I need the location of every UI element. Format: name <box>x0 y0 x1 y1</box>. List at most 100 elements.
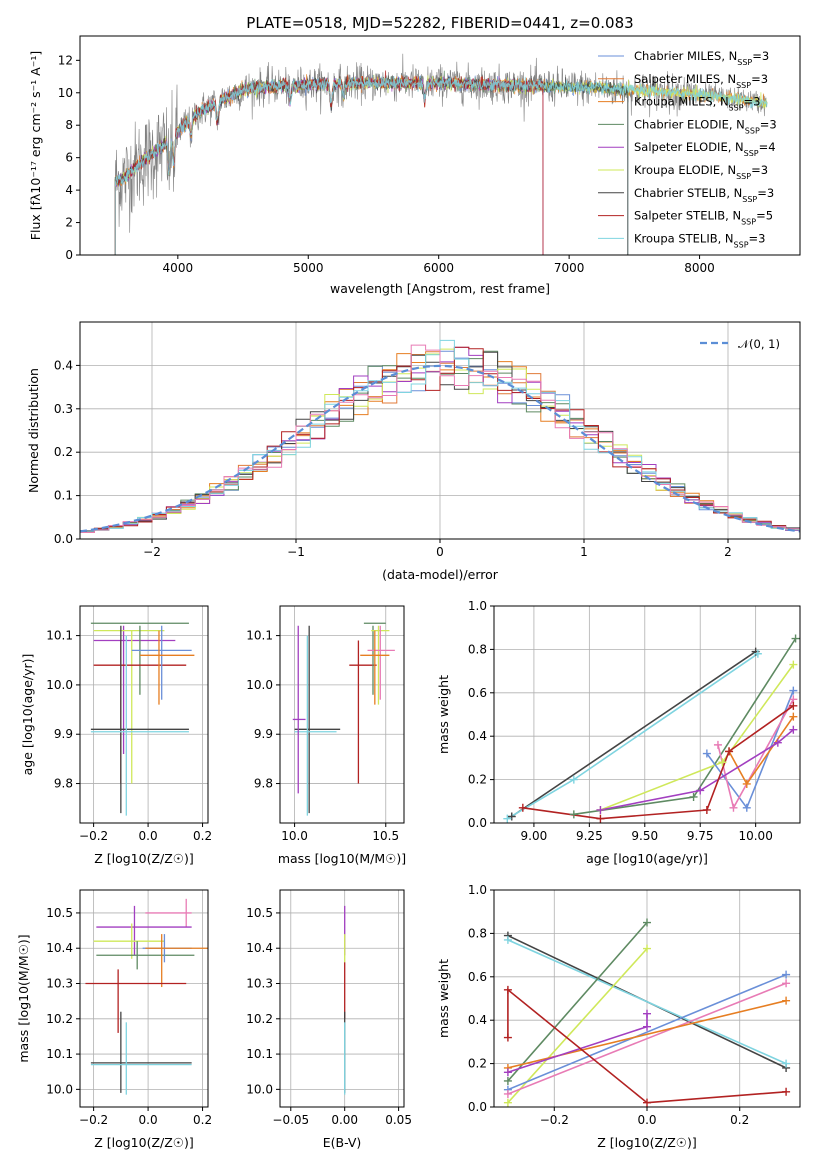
x-tick-label: 2 <box>724 545 732 559</box>
legend-entry: 𝒩(0, 1) <box>738 337 780 351</box>
x-axis-label: Z [log10(Z/Z☉)] <box>94 1135 194 1150</box>
mass-vs-Z-chart: −0.2 0.0 0.2 10.0 10.1 10.2 10.3 10.4 10.5 Z [log… <box>16 889 212 1150</box>
axes-frame <box>279 605 405 824</box>
y-tick-label: 10.5 <box>246 906 273 920</box>
y-tick-label: 10.3 <box>46 977 73 991</box>
y-tick-label: 10.1 <box>46 1047 73 1061</box>
y-axis-label: Flux [fλ10⁻¹⁷ erg cm⁻² s⁻¹ A⁻¹] <box>28 51 43 240</box>
residuals-chart: −2 −1 0 1 2 0.0 0.1 0.2 0.3 0.4 (data-model)/error… <box>26 321 801 582</box>
y-tick-label: 9.9 <box>254 727 273 741</box>
mass-weight-point <box>729 803 738 812</box>
y-tick-label: 0.0 <box>468 1100 487 1114</box>
x-tick-label: 10.00 <box>738 829 772 843</box>
legend-entry: Chabrier ELODIE, NSSP=3 <box>634 117 777 135</box>
axes-frame <box>79 35 801 256</box>
y-tick-label: 10.5 <box>46 906 73 920</box>
y-tick-label: 0.6 <box>468 970 487 984</box>
y-tick-label: 0.4 <box>468 729 487 743</box>
mass-weight-point <box>789 660 798 669</box>
x-tick-label: −0.2 <box>79 1113 108 1127</box>
mass-weight-point <box>503 1068 512 1077</box>
mass-weight-point <box>702 805 711 814</box>
y-tick-label: 0.3 <box>54 402 73 416</box>
y-tick-label: 10 <box>58 86 73 100</box>
x-axis-label: Z [log10(Z/Z☉)] <box>94 851 194 866</box>
x-tick-label: 0.0 <box>139 1113 158 1127</box>
y-tick-label: 10.0 <box>246 678 273 692</box>
mass-weight-point <box>689 792 698 801</box>
x-tick-label: 0.2 <box>730 1113 749 1127</box>
x-axis-label: wavelength [Angstrom, rest frame] <box>330 281 550 296</box>
x-tick-label: −0.2 <box>540 1113 569 1127</box>
mass-weight-point <box>518 803 527 812</box>
x-tick-label: 0.2 <box>193 1113 212 1127</box>
y-tick-label: 10.1 <box>46 629 73 643</box>
mass-weight-point <box>789 712 798 721</box>
y-tick-label: 0.1 <box>54 489 73 503</box>
plot-area <box>80 339 800 539</box>
y-tick-label: 0.0 <box>54 532 73 546</box>
y-tick-label: 10.2 <box>46 1012 73 1026</box>
y-tick-label: 10.1 <box>246 1047 273 1061</box>
mass-weight-point <box>696 786 705 795</box>
y-tick-label: 10.0 <box>46 678 73 692</box>
spectrum-model-line <box>114 75 629 255</box>
legend-entry: Salpeter STELIB, NSSP=5 <box>634 209 773 227</box>
y-tick-label: 10.4 <box>246 941 273 955</box>
y-tick-label: 6 <box>65 151 73 165</box>
y-tick-label: 0.8 <box>468 926 487 940</box>
x-tick-label: 0.2 <box>193 829 212 843</box>
mass-weight-point <box>702 749 711 758</box>
age-vs-Z-chart: −0.2 0.0 0.2 9.8 9.9 10.0 10.1 Z [log10(Z/Z☉)] a… <box>20 605 212 866</box>
x-axis-label: mass [log10(M/M☉)] <box>278 851 406 866</box>
x-tick-label: −0.2 <box>79 829 108 843</box>
axes-frame <box>493 605 801 824</box>
mass-weight-point <box>503 935 512 944</box>
mass-weight-line <box>507 973 787 1091</box>
x-tick-label: 10.5 <box>372 829 399 843</box>
axes-frame <box>79 605 209 824</box>
y-tick-label: 12 <box>58 53 73 67</box>
axes-frame <box>79 889 209 1108</box>
mass-weight-line <box>507 988 787 1104</box>
plot-area <box>507 921 787 1104</box>
x-tick-label: 6000 <box>423 261 454 275</box>
y-tick-label: 10.4 <box>46 941 73 955</box>
mass-weight-point <box>596 805 605 814</box>
x-tick-label: 9.75 <box>687 829 714 843</box>
x-tick-label: 9.50 <box>631 829 658 843</box>
mass-weight-point <box>789 725 798 734</box>
x-tick-label: 8000 <box>684 261 715 275</box>
spectrum-model-line <box>114 74 629 255</box>
mass-weight-point <box>503 1089 512 1098</box>
x-axis-label: (data-model)/error <box>382 567 499 582</box>
mass-weight-point <box>507 812 516 821</box>
y-tick-label: 8 <box>65 118 73 132</box>
y-tick-label: 1.0 <box>468 883 487 897</box>
mass-weight-line <box>507 939 787 1065</box>
x-tick-label: 0.05 <box>385 1113 412 1127</box>
y-tick-label: 0.2 <box>468 1057 487 1071</box>
y-axis-label: Normed distribution <box>26 368 41 493</box>
mass-weight-point <box>643 918 651 927</box>
mass-weight-point <box>596 814 605 823</box>
y-tick-label: 10.3 <box>246 977 273 991</box>
x-axis-label: E(B-V) <box>323 1135 362 1150</box>
mass-vs-ebv-chart: −0.05 0.00 0.05 10.0 10.1 10.2 10.3 10.4 10.5 E(B… <box>246 889 412 1150</box>
x-tick-label: 7000 <box>554 261 585 275</box>
legend-entry: Chabrier MILES, NSSP=3 <box>634 49 769 67</box>
plot-area <box>292 622 395 816</box>
y-tick-label: 0.4 <box>54 358 73 372</box>
x-tick-label: −2 <box>143 545 161 559</box>
mass-weight-point <box>503 1076 512 1085</box>
mass-weight-point <box>569 775 578 784</box>
mass-weight-point <box>782 996 791 1005</box>
mass-weight-line <box>573 638 797 816</box>
legend-entry: Kroupa STELIB, NSSP=3 <box>634 231 765 249</box>
plot-area <box>90 622 195 816</box>
mass-weight-point <box>718 758 727 767</box>
mass-weight-point <box>782 970 791 979</box>
weight-vs-age-chart: 9.00 9.25 9.50 9.75 10.00 0.0 0.2 0.4 0.6 0.8 1.0 a… <box>436 599 801 866</box>
mass-weight-point <box>789 701 798 710</box>
x-tick-label: 1 <box>580 545 588 559</box>
